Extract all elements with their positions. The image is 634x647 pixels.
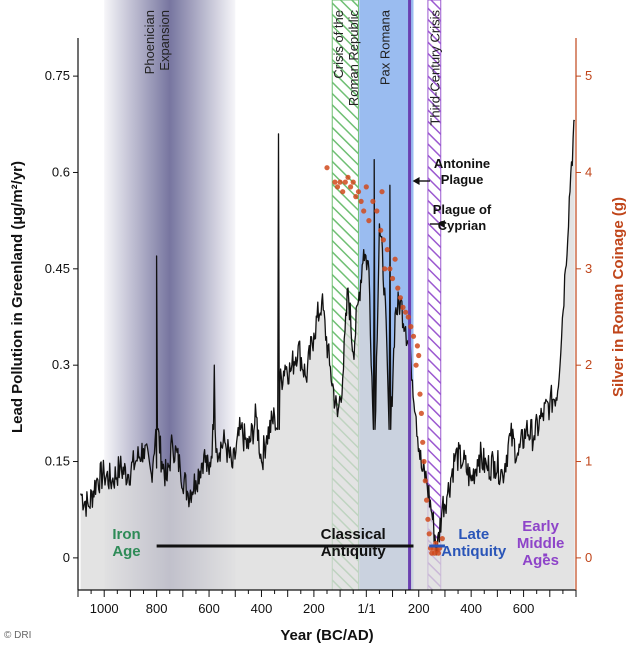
silver-point-42 — [426, 531, 432, 537]
x-axis-label: Year (BC/AD) — [280, 627, 373, 644]
silver-point-41 — [425, 516, 431, 522]
x-tick-label-1: 800 — [146, 601, 168, 616]
band-labels: Phoenician Expansion Crisis of the Roman Re… — [142, 9, 492, 233]
silver-point-34 — [416, 352, 422, 359]
silver-point-27 — [400, 304, 406, 310]
x-tick-label-6: 200 — [408, 601, 430, 616]
silver-point-14 — [366, 218, 372, 224]
silver-point-18 — [379, 189, 385, 195]
era-label-0-0: Iron — [112, 526, 140, 543]
silver-point-35 — [417, 391, 423, 397]
silver-point-26 — [397, 295, 403, 301]
silver-point-17 — [378, 227, 384, 233]
y2-tick-label-0: 0 — [585, 550, 592, 565]
silver-point-37 — [420, 439, 426, 445]
lead-series-line — [80, 119, 576, 556]
y-tick-label-4: 0.6 — [52, 164, 70, 179]
band-label-3-0: Third-Century Crisis — [428, 10, 443, 126]
silver-point-40 — [424, 497, 430, 503]
silver-point-8 — [353, 194, 359, 200]
x-tick-label-7: 400 — [460, 601, 482, 616]
y2-tick-label-1: 1 — [585, 454, 592, 469]
era-label-1-0: Classical — [321, 526, 386, 543]
axes: 0 0.15 0.3 0.45 0.6 0.75 0 1 2 3 4 5 1000 800 600 400 20… — [9, 38, 627, 644]
era-label-3-2: Ages — [522, 552, 559, 569]
era-label-0-1: Age — [112, 543, 140, 560]
x-tick-label-3: 400 — [251, 601, 273, 616]
y2-tick-label-3: 3 — [585, 261, 592, 276]
silver-point-51 — [439, 536, 445, 542]
silver-point-23 — [389, 275, 396, 282]
band-label-2-0: Pax Romana — [378, 9, 393, 85]
era-label-2-1: Antiquity — [441, 543, 507, 560]
silver-point-30 — [408, 324, 414, 330]
silver-point-6 — [348, 184, 354, 190]
silver-point-1 — [334, 184, 341, 190]
era-label-2-0: Late — [458, 526, 489, 543]
silver-point-2 — [337, 179, 343, 185]
y-axis-label: Lead Pollution in Greenland (µg/m²/yr) — [9, 161, 26, 433]
silver-point-5 — [345, 174, 351, 180]
silver-point-33 — [414, 343, 420, 349]
silver-point-3 — [340, 189, 346, 195]
x-tick-label-8: 600 — [513, 601, 535, 616]
y2-tick-label-2: 2 — [585, 357, 592, 372]
silver-point-13 — [363, 184, 369, 190]
band-3 — [427, 0, 441, 590]
y-tick-label-2: 0.3 — [52, 357, 70, 372]
band-label-0-1: Expansion — [157, 10, 172, 71]
silver-point-7 — [350, 179, 356, 185]
silver-point-32 — [413, 362, 419, 368]
silver-point-24 — [392, 256, 398, 262]
y2-axis-label: Silver in Roman Coinage (g) — [610, 197, 627, 397]
silver-point-21 — [384, 247, 390, 253]
band-label-1-0: Crisis of the — [331, 10, 346, 79]
event-arrow-head-0 — [412, 177, 420, 185]
silver-point-49 — [435, 550, 441, 556]
silver-point-11 — [324, 165, 330, 171]
silver-point-9 — [355, 189, 362, 195]
silver-point-29 — [405, 314, 411, 320]
y-tick-label-5: 0.75 — [45, 68, 70, 83]
silver-point-4 — [342, 179, 348, 185]
silver-point-15 — [370, 198, 376, 204]
silver-point-20 — [382, 266, 388, 272]
silver-point-39 — [422, 478, 428, 484]
y2-tick-label-4: 4 — [585, 164, 592, 179]
era-label-1-1: Antiquity — [321, 543, 387, 560]
y-tick-label-0: 0 — [63, 550, 70, 565]
silver-point-16 — [374, 208, 380, 214]
y-tick-label-3: 0.45 — [45, 261, 70, 276]
silver-point-0 — [332, 179, 338, 185]
silver-point-38 — [421, 458, 427, 465]
silver-point-12 — [361, 208, 367, 214]
band-label-1-1: Roman Republic — [346, 10, 361, 107]
silver-point-10 — [358, 198, 364, 204]
era-label-3-0: Early — [522, 518, 559, 535]
image-credit: © DRI — [4, 630, 32, 641]
x-tick-label-0: 1000 — [90, 601, 119, 616]
event-label-0-1: Plague — [441, 172, 484, 187]
era-label-3-1: Middle — [517, 535, 565, 552]
x-tick-label-4: 200 — [303, 601, 325, 616]
era-labels: IronAgeClassicalAntiquityLateAntiquityEa… — [112, 518, 564, 569]
lead-line — [80, 119, 576, 556]
silver-point-31 — [410, 333, 417, 339]
silver-point-25 — [395, 285, 401, 291]
silver-point-19 — [380, 237, 386, 243]
silver-point-28 — [403, 309, 409, 315]
x-tick-label-5: 1/1 — [358, 601, 376, 616]
silver-point-36 — [418, 410, 424, 416]
event-label-1-0: Plague of — [433, 202, 492, 217]
x-tick-label-2: 600 — [198, 601, 220, 616]
band-label-0-0: Phoenician — [142, 10, 157, 74]
event-label-1-1: Cyprian — [438, 218, 486, 233]
y2-tick-label-5: 5 — [585, 68, 592, 83]
silver-point-22 — [387, 266, 393, 272]
event-label-0-0: Antonine — [434, 156, 490, 171]
y-tick-label-1: 0.15 — [45, 454, 70, 469]
event-arrow-head-1 — [437, 220, 445, 228]
